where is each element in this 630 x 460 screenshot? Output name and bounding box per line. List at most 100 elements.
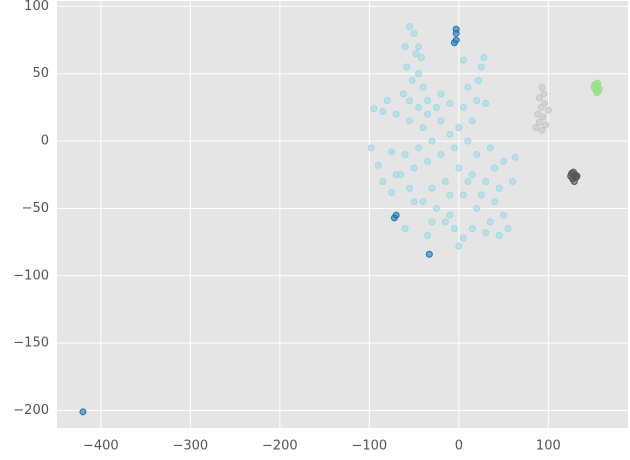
point	[475, 76, 483, 84]
y-tick-label: −200	[13, 403, 49, 418]
point	[425, 250, 433, 258]
point	[397, 171, 405, 179]
point	[468, 171, 476, 179]
point	[79, 408, 87, 416]
y-tick-label: 50	[32, 66, 49, 81]
point	[419, 83, 427, 91]
point	[401, 225, 409, 233]
point	[491, 164, 499, 172]
point	[406, 184, 414, 192]
point	[367, 144, 375, 152]
point	[567, 172, 575, 180]
point	[412, 50, 420, 58]
point	[459, 56, 467, 64]
point	[428, 137, 436, 145]
point	[486, 144, 494, 152]
point	[379, 177, 387, 185]
point	[532, 124, 540, 132]
point	[509, 177, 517, 185]
point	[473, 97, 481, 105]
point	[401, 151, 409, 159]
point	[406, 97, 414, 105]
point	[446, 99, 454, 107]
point	[370, 105, 378, 113]
y-tick-label: −150	[13, 336, 49, 351]
point	[415, 70, 423, 78]
point	[534, 110, 542, 118]
point	[415, 103, 423, 111]
point	[406, 23, 414, 31]
point	[424, 110, 432, 118]
point	[482, 99, 490, 107]
point	[424, 157, 432, 165]
plot-area	[57, 1, 628, 428]
point	[538, 83, 546, 91]
x-tick-label: 100	[536, 439, 561, 454]
point	[424, 231, 432, 239]
point	[455, 242, 463, 250]
point	[388, 148, 396, 156]
point	[542, 121, 550, 129]
y-tick-label: −100	[13, 268, 49, 283]
point	[374, 161, 382, 169]
point	[437, 151, 445, 159]
point	[419, 198, 427, 206]
point	[594, 79, 602, 87]
point	[539, 113, 547, 121]
point	[410, 198, 418, 206]
point	[437, 117, 445, 125]
point	[450, 39, 458, 47]
point	[459, 191, 467, 199]
point	[415, 144, 423, 152]
point	[392, 110, 400, 118]
x-tick-label: −200	[262, 439, 298, 454]
point	[544, 106, 552, 114]
point	[437, 90, 445, 98]
point	[446, 191, 454, 199]
point	[538, 126, 546, 134]
point	[491, 198, 499, 206]
point	[406, 117, 414, 125]
point	[408, 76, 416, 84]
y-tick-label: 100	[24, 0, 49, 14]
point	[419, 124, 427, 132]
point	[390, 214, 398, 222]
point	[573, 172, 581, 180]
point	[464, 83, 472, 91]
point	[537, 103, 545, 111]
point	[459, 234, 467, 242]
point	[468, 225, 476, 233]
x-tick-label: −100	[351, 439, 387, 454]
point	[535, 94, 543, 102]
point	[410, 164, 418, 172]
point	[455, 164, 463, 172]
point	[446, 211, 454, 219]
point	[410, 29, 418, 37]
point	[477, 191, 485, 199]
point	[415, 43, 423, 51]
point	[441, 218, 449, 226]
point	[459, 103, 467, 111]
point	[504, 225, 512, 233]
y-tick-label: −50	[22, 201, 49, 216]
point	[495, 184, 503, 192]
point	[535, 118, 543, 126]
point	[473, 204, 481, 212]
point	[388, 188, 396, 196]
point	[473, 151, 481, 159]
point	[464, 137, 472, 145]
point	[432, 204, 440, 212]
point	[511, 153, 519, 161]
point	[424, 97, 432, 105]
point	[403, 63, 411, 71]
point	[482, 177, 490, 185]
point	[446, 130, 454, 138]
point	[477, 63, 485, 71]
point	[450, 144, 458, 152]
point	[482, 229, 490, 237]
point	[486, 218, 494, 226]
point	[428, 184, 436, 192]
point	[441, 177, 449, 185]
point	[432, 103, 440, 111]
